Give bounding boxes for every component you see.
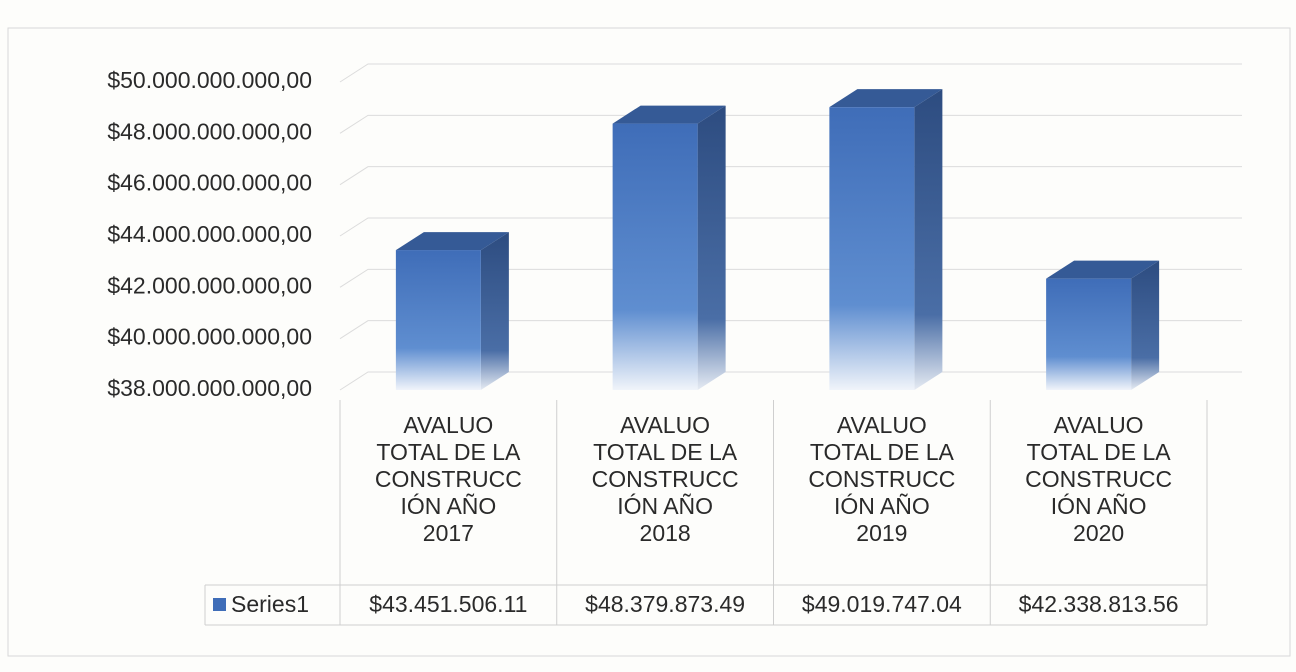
y-tick-label: $50.000.000.000,00 xyxy=(107,67,312,93)
x-tick-label: AVALUO TOTAL DE LA CONSTRUCC IÓN AÑO 201… xyxy=(808,412,956,546)
x-tick-label: AVALUO TOTAL DE LA CONSTRUCC IÓN AÑO 201… xyxy=(374,412,522,546)
bar xyxy=(612,123,698,390)
bar-top xyxy=(395,232,509,251)
bar xyxy=(1046,278,1132,390)
y-tick-label: $42.000.000.000,00 xyxy=(107,272,312,298)
bar-side xyxy=(697,105,726,390)
y-tick-label: $48.000.000.000,00 xyxy=(107,118,312,144)
table-value: $42.338.813.56 xyxy=(1019,591,1179,617)
y-tick-label: $40.000.000.000,00 xyxy=(107,324,312,350)
grid-line xyxy=(339,371,1242,391)
bar-top xyxy=(1046,260,1160,279)
y-tick-label: $38.000.000.000,00 xyxy=(107,375,312,401)
bar xyxy=(395,250,481,390)
y-tick-label: $46.000.000.000,00 xyxy=(107,170,312,196)
grid-line xyxy=(339,217,1242,237)
chart-frame xyxy=(7,27,1291,657)
grid-line xyxy=(339,268,1242,288)
table-value: $48.379.873.49 xyxy=(585,591,745,617)
bar-side xyxy=(1131,260,1160,390)
table-value: $43.451.506.11 xyxy=(369,591,527,617)
x-tick-label: AVALUO TOTAL DE LA CONSTRUCC IÓN AÑO 201… xyxy=(591,412,739,546)
legend-marker xyxy=(213,598,226,611)
grid-line xyxy=(339,114,1242,134)
bar-side xyxy=(480,232,509,390)
grid-line xyxy=(339,166,1242,186)
legend-label: Series1 xyxy=(231,591,309,617)
bar-side xyxy=(914,89,943,391)
x-tick-label: AVALUO TOTAL DE LA CONSTRUCC IÓN AÑO 202… xyxy=(1025,412,1173,546)
table-value: $49.019.747.04 xyxy=(802,591,962,617)
grid-line xyxy=(339,63,1242,83)
bar xyxy=(829,107,915,391)
grid-line xyxy=(339,320,1242,340)
bar-top xyxy=(829,89,943,108)
bar-top xyxy=(612,105,726,124)
y-tick-label: $44.000.000.000,00 xyxy=(107,221,312,247)
